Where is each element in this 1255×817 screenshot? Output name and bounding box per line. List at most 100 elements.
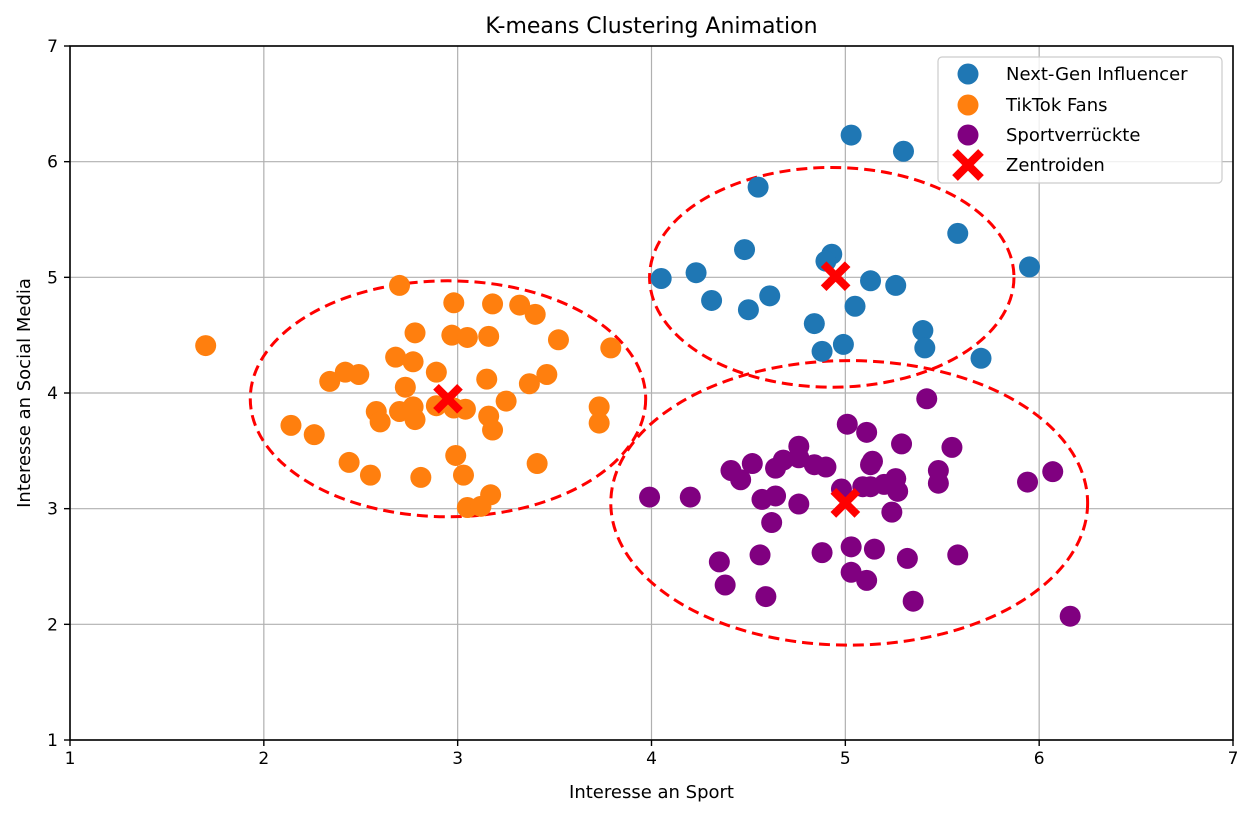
data-point-series-0 — [747, 176, 769, 198]
y-tick-label: 7 — [47, 37, 58, 57]
cluster-ellipse — [248, 279, 648, 519]
legend-label-tiktok-fans: TikTok Fans — [1005, 95, 1107, 116]
data-point-series-2 — [881, 501, 903, 523]
data-point-series-1 — [359, 464, 381, 486]
data-point-series-2 — [1059, 605, 1081, 627]
data-point-series-1 — [319, 370, 341, 392]
data-point-series-1 — [526, 453, 548, 475]
data-point-series-2 — [836, 413, 858, 435]
data-point-series-2 — [679, 486, 701, 508]
legend-label-next-gen-influencer: Next-Gen Influencer — [1006, 64, 1188, 85]
data-point-series-0 — [844, 295, 866, 317]
data-point-series-2 — [755, 586, 777, 608]
data-point-series-1 — [425, 361, 447, 383]
data-point-series-1 — [441, 324, 463, 346]
data-point-series-0 — [860, 270, 882, 292]
data-point-series-1 — [482, 293, 504, 315]
centroid-marker — [820, 261, 851, 292]
x-tick-label: 7 — [1228, 749, 1239, 769]
data-point-series-2 — [902, 590, 924, 612]
data-point-series-1 — [385, 346, 407, 368]
data-point-series-2 — [941, 436, 963, 458]
legend-label-sportverrueckte: Sportverrückte — [1006, 125, 1140, 146]
data-point-series-1 — [410, 466, 432, 488]
data-point-series-2 — [749, 544, 771, 566]
y-axis-label: Interesse an Social Media — [14, 278, 35, 508]
data-point-series-1 — [518, 373, 540, 395]
x-axis-label: Interesse an Sport — [569, 782, 734, 803]
data-point-series-0 — [734, 239, 756, 261]
cluster-ellipse — [648, 165, 1016, 389]
data-point-series-1 — [588, 412, 610, 434]
chart-title: K-means Clustering Animation — [485, 14, 817, 39]
data-point-series-2 — [714, 574, 736, 596]
data-points — [195, 124, 1081, 627]
data-point-series-2 — [891, 433, 913, 455]
data-point-series-2 — [765, 457, 787, 479]
data-point-series-0 — [892, 140, 914, 162]
data-point-series-0 — [1018, 256, 1040, 278]
data-point-series-1 — [482, 419, 504, 441]
y-tick-label: 1 — [47, 731, 58, 751]
data-point-series-2 — [788, 493, 810, 515]
data-point-series-1 — [338, 451, 360, 473]
x-tick-label: 4 — [646, 749, 657, 769]
y-tick-label: 4 — [47, 384, 58, 404]
cluster-ellipses — [248, 165, 1090, 647]
y-tick-label: 3 — [47, 500, 58, 520]
x-tick-label: 5 — [840, 749, 851, 769]
data-point-series-2 — [1017, 471, 1039, 493]
data-point-series-2 — [708, 551, 730, 573]
data-point-series-1 — [536, 363, 558, 385]
data-point-series-0 — [947, 222, 969, 244]
data-point-series-2 — [815, 456, 837, 478]
data-point-series-2 — [811, 542, 833, 564]
data-point-series-2 — [761, 512, 783, 534]
data-point-series-1 — [404, 322, 426, 344]
data-point-series-2 — [741, 453, 763, 475]
data-point-series-1 — [547, 329, 569, 351]
data-point-series-2 — [856, 569, 878, 591]
data-point-series-2 — [856, 421, 878, 443]
data-point-series-1 — [524, 303, 546, 325]
data-point-series-0 — [840, 124, 862, 146]
legend-box — [937, 56, 1223, 184]
data-point-series-1 — [369, 411, 391, 433]
data-point-series-2 — [765, 485, 787, 507]
data-point-series-0 — [885, 274, 907, 296]
legend-marker-centroid — [952, 149, 984, 181]
data-point-series-1 — [509, 294, 531, 316]
data-point-series-1 — [394, 376, 416, 398]
centroid-marker — [830, 488, 861, 518]
data-point-series-1 — [470, 495, 492, 517]
data-point-series-0 — [912, 320, 934, 342]
data-point-series-0 — [811, 340, 833, 362]
y-tick-label: 2 — [47, 615, 58, 635]
data-point-series-2 — [840, 536, 862, 558]
data-point-series-1 — [476, 368, 498, 390]
data-point-series-0 — [970, 347, 992, 369]
data-point-series-1 — [588, 396, 610, 418]
x-tick-label: 2 — [258, 749, 269, 769]
legend-marker-sportverrueckte — [957, 124, 979, 146]
data-point-series-0 — [685, 262, 707, 284]
legend-marker-next-gen-influencer — [957, 63, 979, 85]
axis-ticks: 1 2 3 4 5 6 7 1 2 3 4 5 6 7 — [47, 37, 1238, 769]
legend: Next-Gen Influencer TikTok Fans Sportver… — [937, 56, 1223, 184]
data-point-series-1 — [402, 351, 424, 373]
data-point-series-2 — [639, 486, 661, 508]
data-point-series-2 — [730, 469, 752, 491]
data-point-series-2 — [863, 538, 885, 560]
y-tick-label: 5 — [47, 268, 58, 288]
x-tick-label: 1 — [65, 749, 76, 769]
legend-marker-tiktok-fans — [957, 94, 979, 116]
data-point-series-2 — [947, 544, 969, 566]
data-point-series-0 — [701, 289, 723, 311]
data-point-series-0 — [914, 337, 936, 359]
data-point-series-2 — [860, 454, 882, 476]
data-point-series-1 — [445, 444, 467, 466]
data-point-series-1 — [443, 292, 465, 314]
y-tick-label: 6 — [47, 153, 58, 173]
data-point-series-0 — [803, 313, 825, 335]
